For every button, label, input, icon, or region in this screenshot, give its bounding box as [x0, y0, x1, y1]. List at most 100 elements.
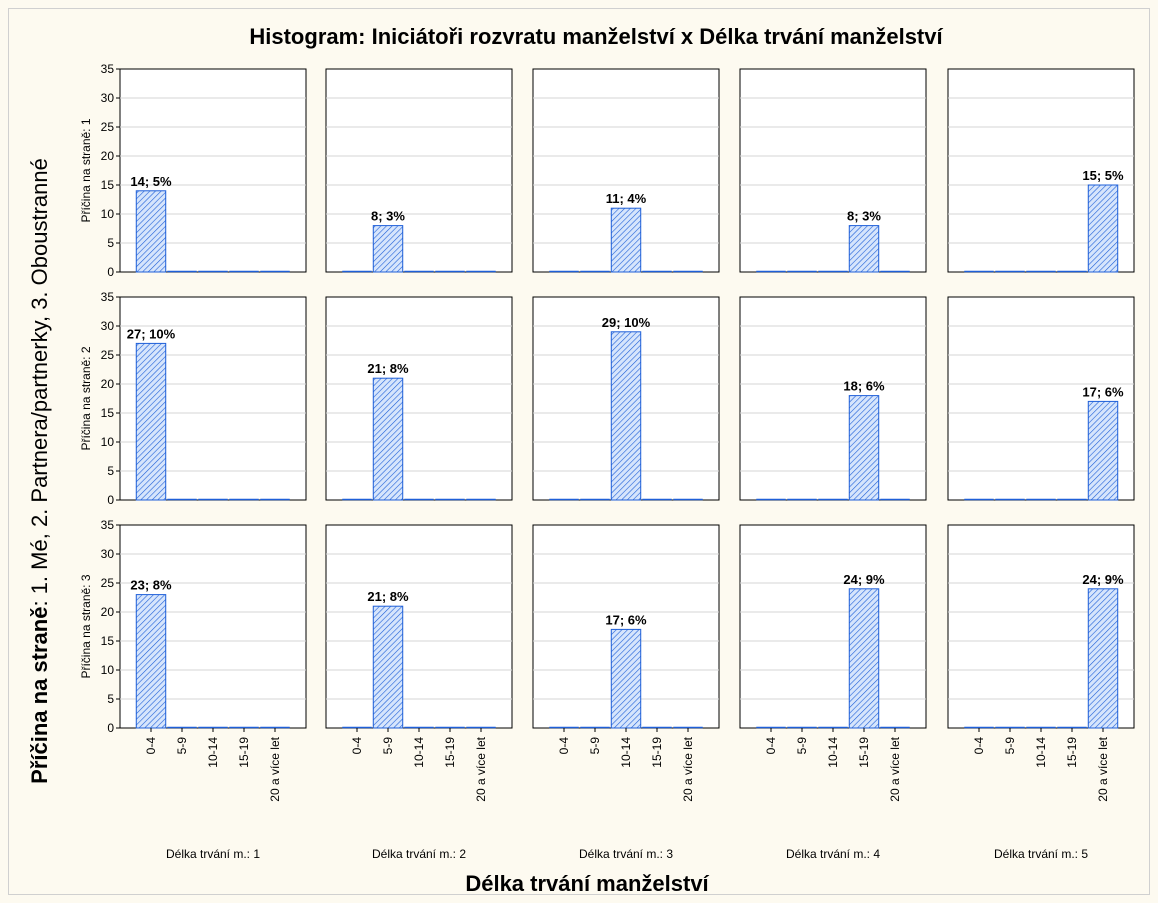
- x-tick-label: 0-4: [972, 737, 986, 755]
- y-tick-label: 35: [101, 518, 115, 532]
- y-axis-title-rest: : 1. Mé, 2. Partnera/partnerky, 3. Obous…: [27, 158, 52, 606]
- x-tick-label: 5-9: [381, 737, 395, 755]
- data-label: 21; 8%: [367, 361, 409, 376]
- y-tick-label: 25: [101, 120, 115, 134]
- x-tick-label: 15-19: [650, 737, 664, 768]
- column-label: Délka trvání m.: 4: [786, 847, 880, 861]
- y-tick-label: 35: [101, 290, 115, 304]
- chart-title: Histogram: Iniciátoři rozvratu manželstv…: [249, 24, 943, 49]
- data-label: 29; 10%: [602, 315, 651, 330]
- data-label: 8; 3%: [371, 209, 405, 224]
- data-label: 17; 6%: [605, 612, 647, 627]
- x-tick-label: 10-14: [412, 737, 426, 768]
- panel-1-4: [740, 69, 926, 272]
- bar: [136, 343, 165, 500]
- column-label: Délka trvání m.: 1: [166, 847, 260, 861]
- bar: [849, 226, 878, 272]
- y-tick-label: 10: [101, 663, 115, 677]
- y-tick-label: 15: [101, 178, 115, 192]
- bar: [373, 606, 402, 728]
- y-tick-label: 0: [107, 721, 114, 735]
- bar: [611, 208, 640, 272]
- y-tick-label: 5: [107, 692, 114, 706]
- y-tick-label: 20: [101, 377, 115, 391]
- bar: [1088, 589, 1117, 728]
- column-label: Délka trvání m.: 2: [372, 847, 466, 861]
- y-tick-label: 20: [101, 605, 115, 619]
- panel-2-2: [326, 297, 512, 500]
- chart-frame: Histogram: Iniciátoři rozvratu manželstv…: [8, 8, 1150, 895]
- bar: [849, 396, 878, 500]
- row-label: Příčina na straně: 1: [79, 118, 93, 222]
- data-label: 17; 6%: [1082, 384, 1124, 399]
- data-label: 8; 3%: [847, 209, 881, 224]
- y-tick-label: 25: [101, 576, 115, 590]
- x-tick-label: 20 a více let: [474, 736, 488, 801]
- y-tick-label: 20: [101, 149, 115, 163]
- x-tick-label: 5-9: [1003, 737, 1017, 755]
- y-tick-label: 10: [101, 435, 115, 449]
- data-label: 11; 4%: [606, 191, 647, 206]
- bar: [1088, 185, 1117, 272]
- data-label: 14; 5%: [130, 174, 172, 189]
- y-tick-label: 0: [107, 493, 114, 507]
- x-tick-label: 10-14: [826, 737, 840, 768]
- panel-3-4: [740, 525, 926, 728]
- y-tick-label: 10: [101, 207, 115, 221]
- y-axis-title: Příčina na straně: 1. Mé, 2. Partnera/pa…: [27, 158, 52, 784]
- x-tick-label: 10-14: [1034, 737, 1048, 768]
- data-label: 24; 9%: [843, 572, 885, 587]
- y-tick-label: 30: [101, 547, 115, 561]
- x-tick-label: 20 a více let: [681, 736, 695, 801]
- data-label: 27; 10%: [127, 326, 176, 341]
- y-tick-label: 25: [101, 348, 115, 362]
- histogram-chart: Histogram: Iniciátoři rozvratu manželstv…: [9, 9, 1151, 896]
- y-tick-label: 30: [101, 319, 115, 333]
- y-tick-label: 35: [101, 62, 115, 76]
- bar: [136, 191, 165, 272]
- bar: [373, 226, 402, 272]
- x-tick-label: 10-14: [206, 737, 220, 768]
- x-tick-label: 15-19: [443, 737, 457, 768]
- panel-1-2: [326, 69, 512, 272]
- data-label: 21; 8%: [367, 589, 409, 604]
- y-tick-label: 30: [101, 91, 115, 105]
- x-tick-label: 0-4: [557, 737, 571, 755]
- row-label: Příčina na straně: 3: [79, 574, 93, 678]
- y-axis-title-bold: Příčina na straně: [27, 607, 52, 784]
- bar: [611, 629, 640, 728]
- x-tick-label: 0-4: [764, 737, 778, 755]
- bar: [611, 332, 640, 500]
- bar: [136, 595, 165, 728]
- x-tick-label: 15-19: [237, 737, 251, 768]
- x-tick-label: 15-19: [1065, 737, 1079, 768]
- y-tick-label: 15: [101, 406, 115, 420]
- column-label: Délka trvání m.: 3: [579, 847, 673, 861]
- data-label: 23; 8%: [130, 578, 172, 593]
- panel-2-4: [740, 297, 926, 500]
- x-axis-title: Délka trvání manželství: [465, 871, 709, 896]
- x-tick-label: 5-9: [175, 737, 189, 755]
- y-tick-label: 0: [107, 265, 114, 279]
- data-label: 15; 5%: [1082, 168, 1124, 183]
- x-tick-label: 20 a více let: [888, 736, 902, 801]
- bar: [849, 589, 878, 728]
- bar: [1088, 401, 1117, 500]
- bar: [373, 378, 402, 500]
- x-tick-label: 5-9: [795, 737, 809, 755]
- x-tick-label: 5-9: [588, 737, 602, 755]
- x-tick-label: 20 a více let: [268, 736, 282, 801]
- data-label: 24; 9%: [1082, 572, 1124, 587]
- x-tick-label: 15-19: [857, 737, 871, 768]
- x-tick-label: 0-4: [350, 737, 364, 755]
- y-tick-label: 5: [107, 236, 114, 250]
- y-tick-label: 15: [101, 634, 115, 648]
- x-tick-label: 10-14: [619, 737, 633, 768]
- column-label: Délka trvání m.: 5: [994, 847, 1088, 861]
- panel-3-2: [326, 525, 512, 728]
- x-tick-label: 0-4: [144, 737, 158, 755]
- x-tick-label: 20 a více let: [1096, 736, 1110, 801]
- row-label: Příčina na straně: 2: [79, 346, 93, 450]
- panels-grid: 0 5 10 15 20 25 30 35 14; 5% 8; 3% 11; 4% 8; 3% 15; …: [79, 62, 1134, 861]
- y-tick-label: 5: [107, 464, 114, 478]
